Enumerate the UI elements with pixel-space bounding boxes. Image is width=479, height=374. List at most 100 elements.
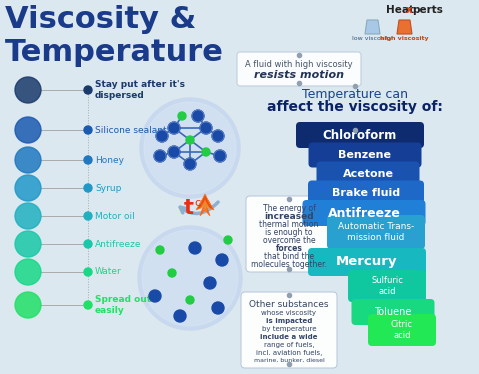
Circle shape — [204, 277, 216, 289]
Circle shape — [212, 302, 224, 314]
Circle shape — [178, 112, 186, 120]
Text: Antifreeze: Antifreeze — [328, 206, 400, 220]
Circle shape — [186, 296, 194, 304]
Circle shape — [184, 158, 196, 170]
Circle shape — [156, 246, 164, 254]
Circle shape — [140, 98, 240, 198]
Text: thermal motion: thermal motion — [259, 220, 319, 229]
Circle shape — [224, 236, 232, 244]
Circle shape — [84, 240, 92, 248]
Text: A fluid with high viscosity: A fluid with high viscosity — [245, 60, 353, 69]
Text: Benzene: Benzene — [339, 150, 391, 160]
Circle shape — [144, 102, 236, 194]
Text: Antifreeze: Antifreeze — [95, 239, 141, 248]
Text: Motor oil: Motor oil — [95, 212, 135, 221]
Text: Heat: Heat — [386, 5, 414, 15]
Text: molecules together.: molecules together. — [251, 260, 327, 269]
Polygon shape — [365, 20, 380, 34]
Text: Other substances: Other substances — [249, 300, 329, 309]
FancyBboxPatch shape — [308, 181, 424, 205]
Text: Stay put after it's
dispersed: Stay put after it's dispersed — [95, 80, 185, 100]
Text: resists motion: resists motion — [254, 70, 344, 80]
Circle shape — [168, 269, 176, 277]
Text: Acetone: Acetone — [342, 169, 394, 179]
Circle shape — [192, 110, 204, 122]
Circle shape — [84, 301, 92, 309]
Polygon shape — [200, 200, 210, 213]
FancyBboxPatch shape — [296, 122, 424, 148]
Text: Silicone sealant: Silicone sealant — [95, 126, 167, 135]
FancyBboxPatch shape — [368, 314, 436, 346]
Text: Brake fluid: Brake fluid — [332, 188, 400, 198]
Circle shape — [154, 150, 166, 162]
Circle shape — [142, 230, 238, 326]
Text: Syrup: Syrup — [95, 184, 121, 193]
Text: c: c — [194, 198, 200, 208]
Circle shape — [168, 122, 180, 134]
Circle shape — [189, 242, 201, 254]
Text: Temperature: Temperature — [5, 38, 224, 67]
Circle shape — [84, 156, 92, 164]
Polygon shape — [196, 194, 214, 216]
Text: x: x — [406, 5, 413, 15]
Text: is enough to: is enough to — [265, 228, 313, 237]
Text: affect the viscosity of:: affect the viscosity of: — [267, 100, 443, 114]
Circle shape — [15, 259, 41, 285]
Text: by temperature: by temperature — [262, 326, 316, 332]
Circle shape — [15, 147, 41, 173]
FancyBboxPatch shape — [327, 215, 425, 249]
Circle shape — [156, 130, 168, 142]
Text: is impacted: is impacted — [266, 318, 312, 324]
Text: low viscosity: low viscosity — [352, 36, 392, 41]
Circle shape — [214, 150, 226, 162]
Text: t: t — [184, 198, 194, 218]
Circle shape — [200, 122, 212, 134]
Circle shape — [15, 231, 41, 257]
FancyBboxPatch shape — [308, 142, 422, 168]
Text: Water: Water — [95, 267, 122, 276]
Text: Honey: Honey — [95, 156, 124, 165]
Text: Automatic Trans-
mission fluid: Automatic Trans- mission fluid — [338, 222, 414, 242]
FancyBboxPatch shape — [241, 292, 337, 368]
FancyBboxPatch shape — [246, 196, 332, 272]
Circle shape — [138, 226, 242, 330]
Text: incl. aviation fuels,: incl. aviation fuels, — [256, 350, 322, 356]
Text: Sulfuric
acid: Sulfuric acid — [371, 276, 403, 296]
Text: marine, bunker, diesel: marine, bunker, diesel — [253, 358, 324, 363]
Circle shape — [84, 212, 92, 220]
Circle shape — [84, 184, 92, 192]
Text: Viscosity &: Viscosity & — [5, 5, 196, 34]
Text: forces: forces — [275, 244, 302, 253]
Circle shape — [216, 254, 228, 266]
Text: Mercury: Mercury — [336, 255, 398, 269]
Circle shape — [212, 130, 224, 142]
Text: overcome the: overcome the — [262, 236, 315, 245]
FancyBboxPatch shape — [352, 299, 434, 325]
Text: that bind the: that bind the — [264, 252, 314, 261]
Circle shape — [15, 77, 41, 103]
Circle shape — [84, 268, 92, 276]
Circle shape — [15, 292, 41, 318]
Text: include a wide: include a wide — [260, 334, 318, 340]
Circle shape — [186, 136, 194, 144]
Text: Temperature can: Temperature can — [302, 88, 408, 101]
Text: range of fuels,: range of fuels, — [263, 342, 314, 348]
Text: Spread out
easily: Spread out easily — [95, 295, 151, 315]
FancyBboxPatch shape — [237, 52, 361, 86]
Circle shape — [174, 310, 186, 322]
Text: Toluene: Toluene — [374, 307, 411, 317]
Circle shape — [15, 203, 41, 229]
Circle shape — [168, 146, 180, 158]
Text: high viscosity: high viscosity — [380, 36, 428, 41]
Circle shape — [149, 290, 161, 302]
Circle shape — [15, 175, 41, 201]
Text: increased: increased — [264, 212, 314, 221]
Circle shape — [84, 126, 92, 134]
Text: perts: perts — [412, 5, 443, 15]
FancyBboxPatch shape — [308, 248, 426, 276]
Circle shape — [84, 86, 92, 94]
FancyBboxPatch shape — [317, 162, 420, 187]
Circle shape — [15, 117, 41, 143]
Text: The energy of: The energy of — [262, 204, 316, 213]
Circle shape — [202, 148, 210, 156]
